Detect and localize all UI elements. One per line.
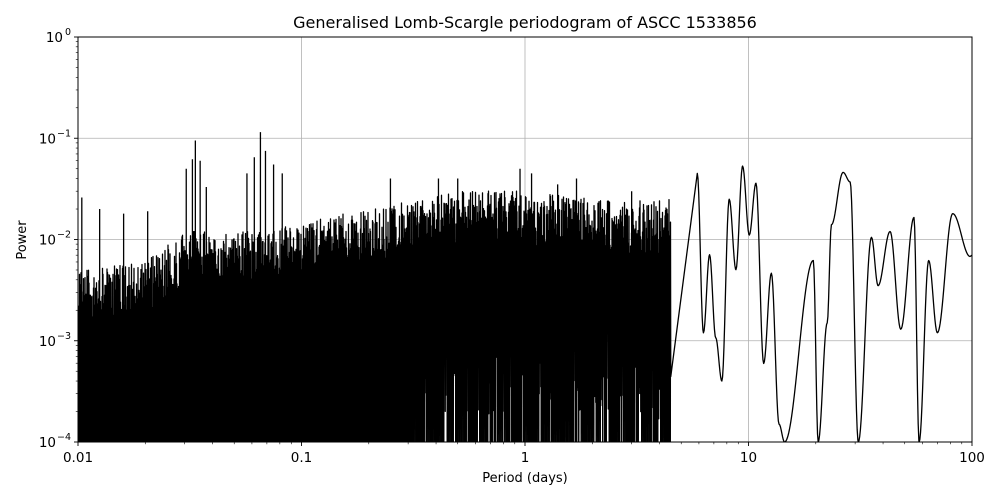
x-tick-label: 0.1: [291, 450, 312, 466]
y-tick-label: 10: [39, 334, 56, 350]
y-axis-label: Power: [15, 220, 30, 260]
x-tick-label: 0.01: [63, 450, 93, 466]
periodogram-line: [78, 132, 972, 442]
y-tick-label: 10: [39, 233, 56, 249]
x-axis: 0.01 0.1 1 10 100: [63, 442, 985, 466]
y-tick-exponent: −2: [57, 230, 71, 241]
y-tick-label: 10: [39, 131, 56, 147]
y-tick-label: 10: [39, 435, 56, 451]
y-tick-exponent: 0: [65, 27, 71, 38]
x-tick-label: 100: [959, 450, 985, 466]
y-tick-exponent: −4: [57, 432, 71, 443]
y-tick-exponent: −3: [57, 331, 71, 342]
y-tick-label: 10: [46, 30, 63, 46]
chart-title: Generalised Lomb-Scargle periodogram of …: [293, 13, 757, 32]
plot-area: [78, 132, 972, 442]
x-axis-label: Period (days): [482, 471, 568, 486]
y-tick-exponent: −1: [57, 128, 71, 139]
x-tick-label: 10: [740, 450, 757, 466]
x-tick-label: 1: [521, 450, 530, 466]
